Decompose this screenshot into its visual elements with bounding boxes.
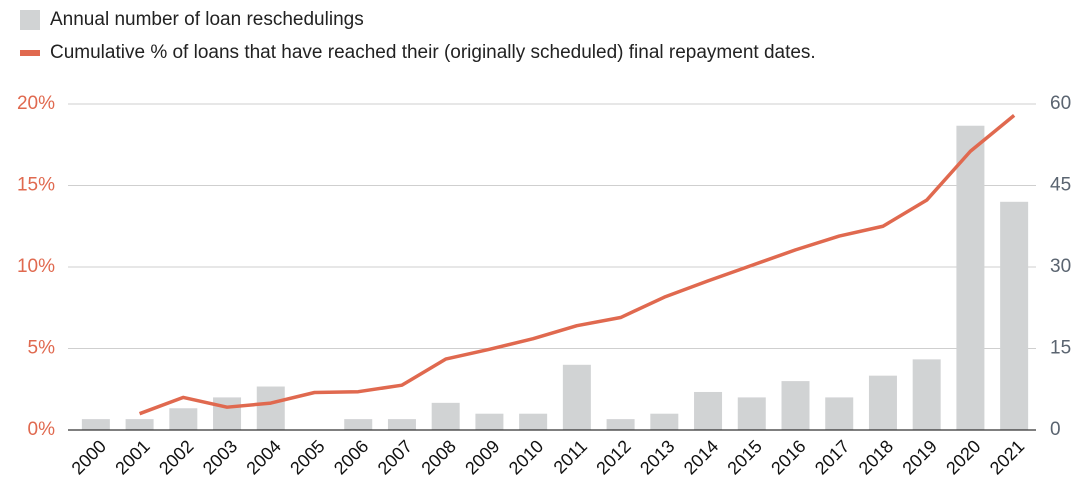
x-tick-label: 2003	[199, 436, 241, 478]
x-tick-label: 2012	[592, 436, 634, 478]
legend-label: Cumulative % of loans that have reached …	[50, 42, 816, 63]
bar	[125, 419, 154, 430]
x-tick-label: 2002	[155, 436, 197, 478]
y-tick-label: 10%	[17, 256, 55, 277]
x-tick-label: 2021	[986, 436, 1028, 478]
y-tick-label: 5%	[28, 338, 56, 359]
legend-swatch	[20, 50, 40, 56]
x-tick-label: 2020	[942, 436, 984, 478]
bar	[169, 408, 198, 430]
bar	[344, 419, 373, 430]
x-tick-label: 2015	[724, 436, 766, 478]
bar	[825, 397, 854, 430]
legend-label: Annual number of loan reschedulings	[50, 9, 364, 30]
bar	[606, 419, 635, 430]
x-tick-label: 2016	[767, 436, 809, 478]
y2-tick-label: 30	[1050, 256, 1071, 277]
bar	[1000, 201, 1029, 430]
y2-tick-label: 45	[1050, 175, 1071, 196]
bar	[213, 397, 242, 430]
bar	[868, 375, 897, 430]
bar	[256, 386, 285, 430]
line	[138, 114, 1016, 416]
x-tick-label: 2011	[550, 436, 592, 478]
x-tick-label: 2018	[855, 436, 897, 478]
bar	[519, 413, 548, 430]
x-tick-label: 2009	[461, 436, 503, 478]
y2-tick-label: 60	[1050, 93, 1071, 114]
bar	[737, 397, 766, 430]
y2-tick-label: 0	[1050, 419, 1061, 440]
y-tick-label: 0%	[28, 419, 56, 440]
x-tick-label: 2005	[286, 436, 328, 478]
y2-tick-label: 15	[1050, 338, 1071, 359]
x-tick-label: 2014	[680, 436, 722, 478]
x-tick-label: 2007	[374, 436, 416, 478]
bar	[650, 413, 679, 430]
bar	[781, 381, 810, 430]
bar	[912, 359, 941, 430]
bar	[81, 419, 110, 430]
legend-swatch	[20, 10, 40, 30]
x-tick-label: 2000	[68, 436, 110, 478]
y-tick-label: 20%	[17, 93, 55, 114]
x-tick-label: 2004	[243, 436, 285, 478]
x-tick-label: 2008	[417, 436, 459, 478]
x-tick-label: 2019	[898, 436, 940, 478]
x-tick-label: 2010	[505, 436, 547, 478]
x-tick-label: 2006	[330, 436, 372, 478]
bar	[956, 125, 985, 430]
x-tick-label: 2001	[111, 436, 153, 478]
bar	[562, 364, 591, 430]
bar	[387, 419, 416, 430]
y-tick-label: 15%	[17, 175, 55, 196]
bar	[475, 413, 504, 430]
bar	[694, 391, 723, 430]
x-tick-label: 2013	[636, 436, 678, 478]
x-tick-label: 2017	[811, 436, 853, 478]
bar	[431, 402, 460, 430]
